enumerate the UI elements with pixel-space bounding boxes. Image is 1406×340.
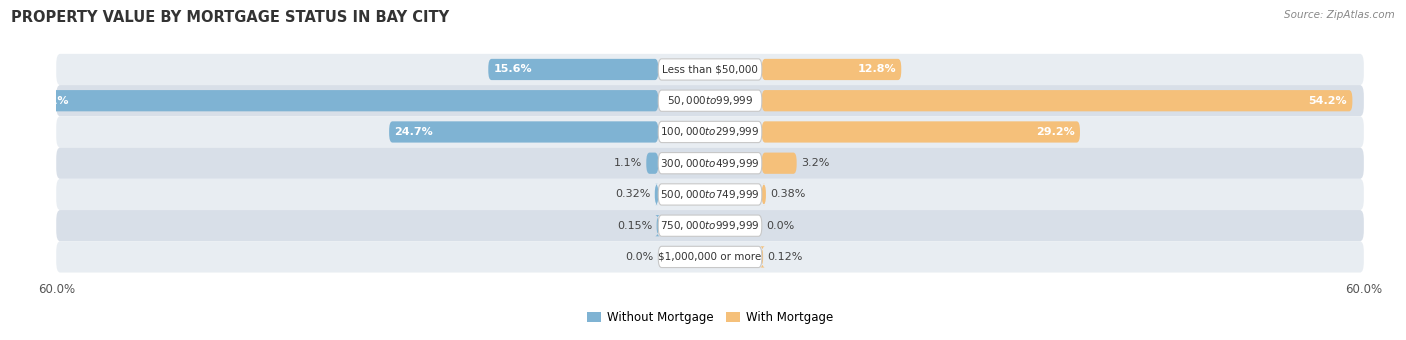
Text: $500,000 to $749,999: $500,000 to $749,999 bbox=[661, 188, 759, 201]
FancyBboxPatch shape bbox=[658, 59, 762, 80]
Text: 0.0%: 0.0% bbox=[626, 252, 654, 262]
FancyBboxPatch shape bbox=[658, 153, 762, 174]
FancyBboxPatch shape bbox=[658, 184, 762, 205]
Text: 0.15%: 0.15% bbox=[617, 221, 652, 231]
Text: $50,000 to $99,999: $50,000 to $99,999 bbox=[666, 94, 754, 107]
FancyBboxPatch shape bbox=[658, 246, 762, 268]
FancyBboxPatch shape bbox=[762, 59, 901, 80]
Text: 15.6%: 15.6% bbox=[494, 65, 533, 74]
Text: 3.2%: 3.2% bbox=[801, 158, 830, 168]
FancyBboxPatch shape bbox=[762, 184, 766, 205]
Text: $300,000 to $499,999: $300,000 to $499,999 bbox=[661, 157, 759, 170]
Text: 29.2%: 29.2% bbox=[1036, 127, 1074, 137]
Text: 0.0%: 0.0% bbox=[766, 221, 794, 231]
Text: $1,000,000 or more: $1,000,000 or more bbox=[658, 252, 762, 262]
Legend: Without Mortgage, With Mortgage: Without Mortgage, With Mortgage bbox=[588, 311, 832, 324]
Text: Source: ZipAtlas.com: Source: ZipAtlas.com bbox=[1284, 10, 1395, 20]
FancyBboxPatch shape bbox=[762, 90, 1353, 111]
FancyBboxPatch shape bbox=[762, 121, 1080, 142]
FancyBboxPatch shape bbox=[56, 179, 1364, 210]
Text: PROPERTY VALUE BY MORTGAGE STATUS IN BAY CITY: PROPERTY VALUE BY MORTGAGE STATUS IN BAY… bbox=[11, 10, 450, 25]
FancyBboxPatch shape bbox=[25, 90, 658, 111]
Text: 12.8%: 12.8% bbox=[858, 65, 896, 74]
Text: $100,000 to $299,999: $100,000 to $299,999 bbox=[661, 125, 759, 138]
Text: 24.7%: 24.7% bbox=[395, 127, 433, 137]
FancyBboxPatch shape bbox=[759, 246, 765, 268]
FancyBboxPatch shape bbox=[56, 148, 1364, 179]
Text: Less than $50,000: Less than $50,000 bbox=[662, 65, 758, 74]
FancyBboxPatch shape bbox=[647, 153, 658, 174]
Text: 58.1%: 58.1% bbox=[31, 96, 69, 106]
FancyBboxPatch shape bbox=[56, 116, 1364, 148]
FancyBboxPatch shape bbox=[762, 153, 797, 174]
FancyBboxPatch shape bbox=[56, 54, 1364, 85]
Text: 0.12%: 0.12% bbox=[768, 252, 803, 262]
FancyBboxPatch shape bbox=[56, 210, 1364, 241]
Text: 54.2%: 54.2% bbox=[1309, 96, 1347, 106]
Text: 1.1%: 1.1% bbox=[613, 158, 643, 168]
FancyBboxPatch shape bbox=[56, 241, 1364, 273]
FancyBboxPatch shape bbox=[658, 121, 762, 142]
Text: 0.32%: 0.32% bbox=[614, 189, 651, 200]
Text: $750,000 to $999,999: $750,000 to $999,999 bbox=[661, 219, 759, 232]
FancyBboxPatch shape bbox=[488, 59, 658, 80]
FancyBboxPatch shape bbox=[56, 85, 1364, 116]
FancyBboxPatch shape bbox=[389, 121, 658, 142]
FancyBboxPatch shape bbox=[655, 184, 658, 205]
FancyBboxPatch shape bbox=[658, 215, 762, 236]
FancyBboxPatch shape bbox=[655, 215, 659, 236]
FancyBboxPatch shape bbox=[658, 90, 762, 111]
Text: 0.38%: 0.38% bbox=[770, 189, 806, 200]
